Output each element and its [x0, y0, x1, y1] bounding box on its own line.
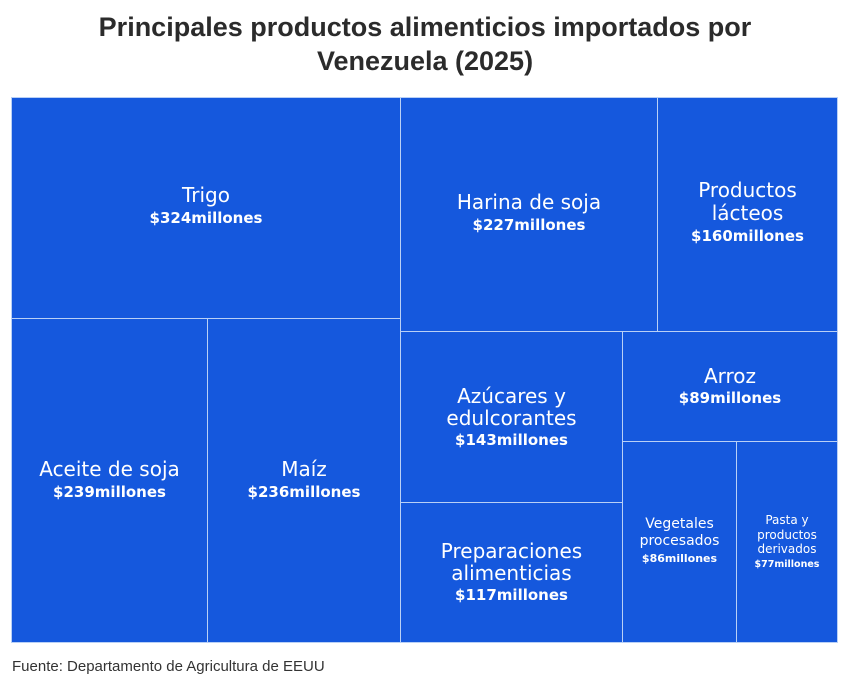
treemap-cell-aceite-de-soja[interactable]: Aceite de soja $239millones	[11, 318, 208, 643]
cell-label: Pasta y	[765, 513, 809, 527]
chart-title-line-1: Principales productos alimenticios impor…	[98, 12, 752, 42]
cell-label: Aceite de soja	[39, 457, 180, 481]
treemap-cell-vegetales-procesados[interactable]: Vegetales procesados $86millones	[622, 441, 737, 643]
treemap-cell-trigo[interactable]: Trigo $324millones	[11, 97, 401, 319]
treemap-cell-preparaciones-alimenticias[interactable]: Preparaciones alimenticias $117millones	[400, 502, 623, 643]
cell-label: Productos	[698, 178, 797, 202]
cell-value: $227millones	[472, 216, 586, 234]
cell-value: $239millones	[53, 483, 166, 501]
cell-label-line-2: edulcorantes	[446, 406, 577, 430]
treemap-cell-pasta-y-productos-derivados[interactable]: Pasta y productos derivados $77millones	[736, 441, 838, 643]
cell-label-line-2: lácteos	[711, 201, 784, 225]
cell-value: $324millones	[149, 209, 263, 227]
source-note: Fuente: Departamento de Agricultura de E…	[12, 658, 325, 675]
cell-label: Azúcares y	[457, 384, 566, 408]
cell-value: $236millones	[247, 483, 361, 501]
cell-value: $160millones	[691, 227, 804, 245]
cell-value: $86millones	[641, 552, 718, 565]
cell-label-line-2: procesados	[639, 533, 720, 549]
cell-value: $143millones	[455, 431, 568, 449]
treemap-cell-arroz[interactable]: Arroz $89millones	[622, 331, 838, 442]
chart-title: Principales productos alimenticios impor…	[0, 10, 850, 78]
cell-label-line-2: productos	[757, 528, 817, 542]
treemap-cell-maiz[interactable]: Maíz $236millones	[207, 318, 401, 643]
cell-label: Harina de soja	[456, 190, 602, 214]
cell-label: Trigo	[182, 183, 230, 207]
cell-label: Maíz	[281, 457, 327, 481]
cell-label-line-3: derivados	[757, 542, 817, 556]
cell-label-line-2: alimenticias	[451, 561, 572, 585]
cell-value: $89millones	[678, 389, 782, 407]
cell-value: $117millones	[455, 586, 568, 604]
treemap-cell-azucares-y-edulcorantes[interactable]: Azúcares y edulcorantes $143millones	[400, 331, 623, 503]
cell-label: Vegetales	[645, 516, 714, 532]
cell-value: $77millones	[754, 559, 820, 570]
treemap-cell-harina-de-soja[interactable]: Harina de soja $227millones	[400, 97, 658, 332]
cell-label: Arroz	[703, 364, 757, 388]
cell-label: Preparaciones	[440, 539, 583, 563]
treemap-cell-productos-lacteos[interactable]: Productos lácteos $160millones	[657, 97, 838, 332]
chart-title-line-2: Venezuela (2025)	[316, 46, 534, 76]
